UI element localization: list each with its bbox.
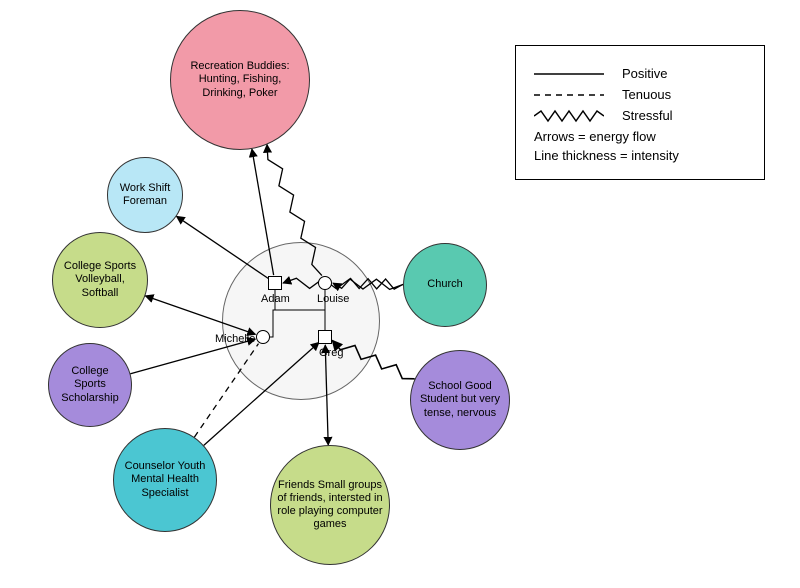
node-scholarship: College Sports Scholarship	[48, 343, 132, 427]
family-member-greg	[318, 330, 332, 344]
ecomap-diagram: Adam Louise Michelle Greg Recreation Bud…	[0, 0, 800, 588]
family-member-adam-label: Adam	[261, 293, 290, 305]
legend-row-stressful: Stressful	[534, 108, 746, 123]
family-member-adam	[268, 276, 282, 290]
node-sports: College Sports Volleyball, Softball	[52, 232, 148, 328]
family-member-michelle-label: Michelle	[215, 333, 255, 345]
legend-notes: Arrows = energy flow Line thickness = int…	[534, 129, 746, 163]
node-foreman: Work Shift Foreman	[107, 157, 183, 233]
node-school: School Good Student but very tense, nerv…	[410, 350, 510, 450]
legend-label: Positive	[622, 66, 668, 81]
family-member-michelle	[256, 330, 270, 344]
family-member-louise	[318, 276, 332, 290]
legend-label: Tenuous	[622, 87, 671, 102]
legend-box: Positive Tenuous Stressful Arrows = energy…	[515, 45, 765, 180]
family-circle	[222, 242, 380, 400]
legend-note: Line thickness = intensity	[534, 148, 746, 163]
node-church: Church	[403, 243, 487, 327]
legend-sample-dashed	[534, 88, 604, 102]
legend-row-dashed: Tenuous	[534, 87, 746, 102]
legend-rows: Positive Tenuous Stressful	[534, 66, 746, 123]
family-member-louise-label: Louise	[317, 293, 349, 305]
legend-label: Stressful	[622, 108, 673, 123]
legend-note: Arrows = energy flow	[534, 129, 746, 144]
node-recreation: Recreation Buddies: Hunting, Fishing, Dr…	[170, 10, 310, 150]
legend-sample-stressful	[534, 109, 604, 123]
node-friends: Friends Small groups of friends, interst…	[270, 445, 390, 565]
legend-sample-solid	[534, 67, 604, 81]
legend-row-solid: Positive	[534, 66, 746, 81]
family-member-greg-label: Greg	[319, 347, 343, 359]
node-counselor: Counselor Youth Mental Health Specialist	[113, 428, 217, 532]
